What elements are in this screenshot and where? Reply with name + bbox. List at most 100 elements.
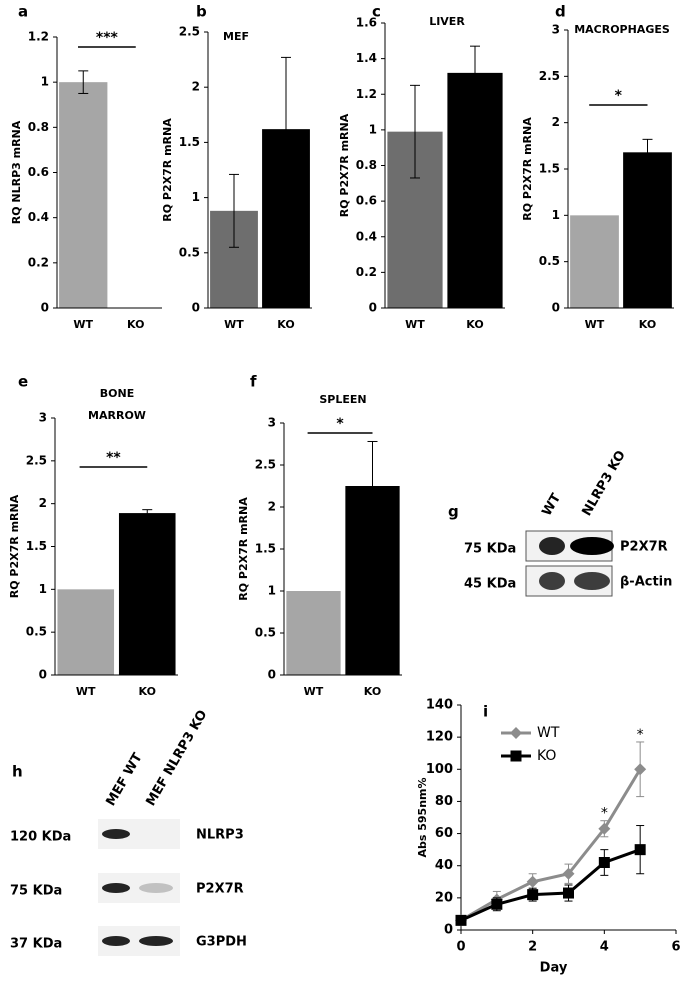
x-axis-label: Day bbox=[540, 961, 568, 976]
y-axis-label: Abs 595nm% bbox=[416, 777, 429, 857]
y-tick-label: 1.2 bbox=[28, 30, 49, 44]
x-tick-label: KO bbox=[277, 318, 294, 331]
blot-band bbox=[102, 883, 130, 893]
y-tick-label: 1 bbox=[369, 122, 377, 136]
y-tick-label: 1.2 bbox=[356, 87, 377, 101]
panel-label: a bbox=[18, 3, 28, 21]
blot-size-label: 75 KDa bbox=[464, 542, 516, 557]
blot-size-label: 45 KDa bbox=[464, 577, 516, 592]
y-tick-label: 100 bbox=[426, 762, 453, 777]
y-tick-label: 0.8 bbox=[28, 120, 49, 134]
y-tick-label: 1 bbox=[192, 190, 200, 204]
chart-title: MACROPHAGES bbox=[574, 23, 670, 36]
y-tick-label: 3 bbox=[552, 23, 560, 37]
y-tick-label: 120 bbox=[426, 730, 453, 745]
blot-size-label: 37 KDa bbox=[10, 937, 62, 952]
y-tick-label: 0.2 bbox=[356, 265, 377, 279]
panel-label: d bbox=[555, 3, 566, 21]
y-axis-label: RQ P2X7R mRNA bbox=[8, 494, 21, 598]
x-tick-label: KO bbox=[139, 685, 156, 698]
x-tick-label: WT bbox=[304, 685, 324, 698]
blot-protein-label: P2X7R bbox=[620, 540, 668, 555]
y-tick-label: 0.6 bbox=[356, 194, 377, 208]
legend-label: WT bbox=[537, 725, 560, 741]
marker bbox=[598, 857, 610, 868]
y-tick-label: 1.5 bbox=[179, 135, 200, 149]
blot-band bbox=[102, 829, 130, 839]
chart-title: LIVER bbox=[429, 15, 465, 28]
annotation: * bbox=[601, 806, 608, 822]
y-tick-label: 2.5 bbox=[26, 453, 47, 467]
y-tick-label: 0.5 bbox=[26, 625, 47, 639]
y-tick-label: 1 bbox=[268, 584, 276, 598]
y-tick-label: 2.5 bbox=[179, 25, 200, 39]
y-tick-label: 0 bbox=[369, 301, 377, 315]
marker bbox=[562, 867, 575, 880]
y-tick-label: 0 bbox=[268, 668, 276, 682]
marker bbox=[563, 887, 574, 899]
y-tick-label: 0.8 bbox=[356, 158, 377, 172]
y-axis-label: RQ P2X7R mRNA bbox=[338, 113, 351, 217]
x-tick-label: 0 bbox=[456, 940, 465, 955]
series-line bbox=[460, 768, 642, 922]
y-tick-label: 0.5 bbox=[539, 254, 560, 268]
y-tick-label: 0.5 bbox=[255, 626, 276, 640]
y-tick-label: 0 bbox=[444, 923, 453, 938]
y-axis-label: RQ NLRP3 mRNA bbox=[10, 120, 23, 224]
y-tick-label: 1.5 bbox=[26, 539, 47, 553]
x-tick-label: 2 bbox=[528, 940, 537, 955]
y-tick-label: 2 bbox=[552, 115, 560, 129]
y-tick-label: 2 bbox=[268, 500, 276, 514]
bar bbox=[623, 152, 672, 308]
blot-size-label: 75 KDa bbox=[10, 884, 62, 899]
marker bbox=[634, 763, 647, 776]
x-tick-label: WT bbox=[224, 318, 244, 331]
y-tick-label: 0 bbox=[552, 301, 560, 315]
blot-band bbox=[102, 936, 130, 946]
blot-band bbox=[139, 883, 173, 893]
x-tick-label: 4 bbox=[600, 940, 609, 955]
chart-title: BONE MARROW bbox=[88, 387, 146, 422]
y-tick-label: 1.6 bbox=[356, 16, 377, 30]
marker bbox=[598, 822, 611, 835]
blot-size-label: 120 KDa bbox=[10, 830, 71, 845]
x-tick-label: WT bbox=[405, 318, 425, 331]
y-tick-label: 1 bbox=[552, 208, 560, 222]
y-axis-label: RQ P2X7R mRNA bbox=[237, 497, 250, 601]
panel-label: i bbox=[483, 703, 488, 721]
bar bbox=[59, 82, 108, 309]
y-tick-label: 0.2 bbox=[28, 255, 49, 269]
x-tick-label: WT bbox=[73, 318, 93, 331]
blot-protein-label: NLRP3 bbox=[196, 828, 244, 843]
y-tick-label: 80 bbox=[435, 794, 453, 809]
marker bbox=[526, 875, 539, 888]
panel-label: e bbox=[18, 373, 28, 391]
bar bbox=[570, 215, 619, 308]
blot-protein-label: P2X7R bbox=[196, 882, 244, 897]
y-tick-label: 1.5 bbox=[539, 162, 560, 176]
lane-label: WT bbox=[540, 491, 565, 519]
y-tick-label: 2.5 bbox=[539, 69, 560, 83]
lane-label: MEF NLRP3 KO bbox=[144, 708, 211, 809]
blot-band bbox=[570, 537, 614, 555]
y-axis-label: RQ P2X7R mRNA bbox=[161, 118, 174, 222]
y-tick-label: 20 bbox=[435, 890, 453, 905]
chart-title: MEF bbox=[223, 30, 249, 43]
y-tick-label: 1 bbox=[41, 75, 49, 89]
y-tick-label: 140 bbox=[426, 698, 453, 713]
annotation: * bbox=[637, 727, 644, 743]
blot-protein-label: β-Actin bbox=[620, 575, 672, 590]
y-tick-label: 1 bbox=[39, 582, 47, 596]
y-tick-label: 40 bbox=[435, 858, 453, 873]
bar bbox=[447, 72, 503, 308]
blot-protein-label: G3PDH bbox=[196, 935, 247, 950]
x-tick-label: KO bbox=[364, 685, 381, 698]
significance-label: *** bbox=[96, 30, 119, 46]
y-tick-label: 0.4 bbox=[356, 229, 377, 243]
blot-band bbox=[539, 537, 565, 555]
y-tick-label: 0 bbox=[39, 668, 47, 682]
x-tick-label: WT bbox=[585, 318, 605, 331]
y-tick-label: 60 bbox=[435, 826, 453, 841]
